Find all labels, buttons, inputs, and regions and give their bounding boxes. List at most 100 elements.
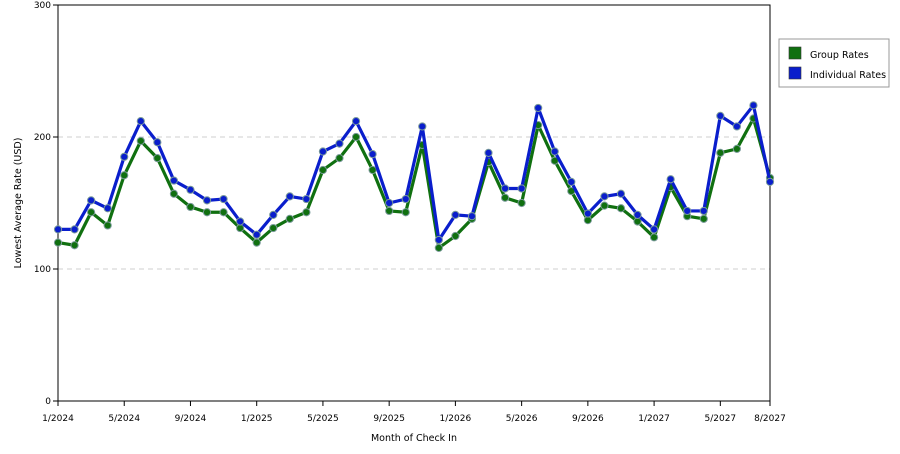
series-layer bbox=[53, 101, 775, 252]
series-line-group-rates bbox=[57, 116, 772, 250]
x-tick-label: 1/2027 bbox=[638, 414, 670, 424]
data-point-group-rates bbox=[616, 204, 626, 213]
data-point-individual-rates bbox=[467, 212, 477, 221]
data-point-individual-rates bbox=[451, 210, 460, 219]
data-point-individual-rates bbox=[401, 194, 410, 204]
data-point-individual-rates bbox=[583, 209, 592, 218]
data-point-group-rates bbox=[500, 193, 510, 202]
data-point-group-rates bbox=[269, 223, 278, 233]
data-point-individual-rates bbox=[385, 198, 394, 208]
legend: Group Rates Individual Rates bbox=[778, 38, 890, 88]
data-point-group-rates bbox=[219, 208, 228, 217]
data-point-group-rates bbox=[699, 214, 708, 223]
data-point-individual-rates bbox=[120, 152, 129, 161]
data-point-individual-rates bbox=[616, 189, 626, 198]
data-point-group-rates bbox=[351, 132, 361, 142]
y-axis-title: Lowest Average Rate (USD) bbox=[13, 138, 24, 269]
data-point-group-rates bbox=[53, 238, 63, 247]
data-point-group-rates bbox=[401, 208, 410, 217]
x-tick-label: 1/2025 bbox=[241, 414, 273, 424]
series-individual-rates bbox=[53, 101, 775, 245]
data-point-group-rates bbox=[252, 238, 261, 247]
x-tick-label: 5/2026 bbox=[506, 414, 538, 424]
x-tick-label: 8/2027 bbox=[754, 414, 786, 424]
x-tick-label: 5/2025 bbox=[307, 414, 339, 424]
data-point-individual-rates bbox=[169, 176, 179, 185]
data-point-individual-rates bbox=[517, 184, 526, 193]
data-point-group-rates bbox=[318, 165, 328, 175]
data-point-individual-rates bbox=[434, 235, 443, 245]
data-point-individual-rates bbox=[368, 150, 377, 159]
data-point-individual-rates bbox=[252, 230, 261, 239]
data-point-individual-rates bbox=[351, 117, 361, 126]
data-point-individual-rates bbox=[302, 194, 311, 204]
data-point-group-rates bbox=[285, 214, 294, 223]
data-point-individual-rates bbox=[649, 225, 659, 234]
data-point-individual-rates bbox=[500, 184, 510, 193]
x-tick-label: 9/2024 bbox=[175, 414, 207, 424]
x-tick-label: 1/2024 bbox=[42, 414, 74, 424]
data-point-group-rates bbox=[716, 148, 725, 157]
data-point-group-rates bbox=[70, 241, 79, 250]
legend-swatch-individual-rates bbox=[788, 66, 802, 80]
data-point-individual-rates bbox=[219, 194, 228, 204]
data-point-individual-rates bbox=[683, 206, 692, 216]
data-point-individual-rates bbox=[70, 225, 79, 234]
data-point-individual-rates bbox=[318, 147, 328, 156]
legend-label-group-rates: Group Rates bbox=[810, 50, 869, 61]
data-point-individual-rates bbox=[269, 210, 278, 219]
x-tick-label: 5/2027 bbox=[704, 414, 736, 424]
x-tick-label: 1/2026 bbox=[440, 414, 472, 424]
data-point-group-rates bbox=[517, 198, 526, 208]
data-point-group-rates bbox=[202, 208, 212, 217]
data-point-individual-rates bbox=[136, 117, 145, 126]
plot-frame bbox=[57, 4, 771, 402]
data-point-individual-rates bbox=[236, 217, 245, 226]
data-point-group-rates bbox=[368, 165, 377, 175]
x-tick-label: 9/2025 bbox=[373, 414, 405, 424]
y-tick-label: 300 bbox=[34, 1, 51, 11]
data-point-individual-rates bbox=[534, 103, 543, 113]
data-point-individual-rates bbox=[633, 210, 642, 219]
data-point-group-rates bbox=[169, 189, 179, 198]
data-point-group-rates bbox=[136, 136, 145, 146]
data-point-individual-rates bbox=[716, 111, 725, 120]
grid-lines bbox=[58, 136, 770, 270]
y-tick-label: 0 bbox=[45, 397, 51, 407]
data-point-individual-rates bbox=[550, 147, 559, 156]
data-point-group-rates bbox=[649, 233, 659, 242]
x-axis-ticks: 1/2024 5/2024 9/2024 1/2025 5/2025 9/2025 1/20… bbox=[42, 401, 786, 424]
data-point-group-rates bbox=[732, 144, 741, 153]
data-point-group-rates bbox=[87, 208, 96, 217]
data-point-group-rates bbox=[120, 171, 129, 180]
x-axis-title: Month of Check In bbox=[371, 433, 457, 444]
data-point-individual-rates bbox=[153, 138, 162, 147]
data-point-individual-rates bbox=[567, 177, 576, 186]
y-axis-ticks: 0 100 200 300 bbox=[34, 1, 58, 407]
data-point-individual-rates bbox=[666, 175, 675, 184]
data-point-group-rates bbox=[186, 202, 195, 212]
legend-label-individual-rates: Individual Rates bbox=[810, 70, 886, 81]
y-tick-label: 200 bbox=[34, 133, 51, 143]
series-group-rates bbox=[53, 114, 775, 252]
data-point-individual-rates bbox=[285, 192, 294, 201]
data-point-individual-rates bbox=[103, 204, 112, 213]
data-point-group-rates bbox=[451, 231, 460, 241]
data-point-individual-rates bbox=[484, 148, 493, 157]
data-point-group-rates bbox=[153, 154, 162, 163]
data-point-individual-rates bbox=[749, 101, 758, 110]
data-point-individual-rates bbox=[418, 122, 427, 131]
data-point-individual-rates bbox=[87, 196, 96, 205]
data-point-group-rates bbox=[302, 208, 311, 217]
data-point-individual-rates bbox=[186, 185, 195, 194]
data-point-individual-rates bbox=[600, 192, 609, 201]
data-point-individual-rates bbox=[335, 139, 344, 148]
data-point-individual-rates bbox=[699, 206, 708, 216]
x-tick-label: 5/2024 bbox=[108, 414, 140, 424]
x-tick-label: 9/2026 bbox=[572, 414, 604, 424]
data-point-individual-rates bbox=[202, 196, 212, 205]
data-point-group-rates bbox=[103, 221, 112, 230]
data-point-group-rates bbox=[385, 206, 394, 216]
